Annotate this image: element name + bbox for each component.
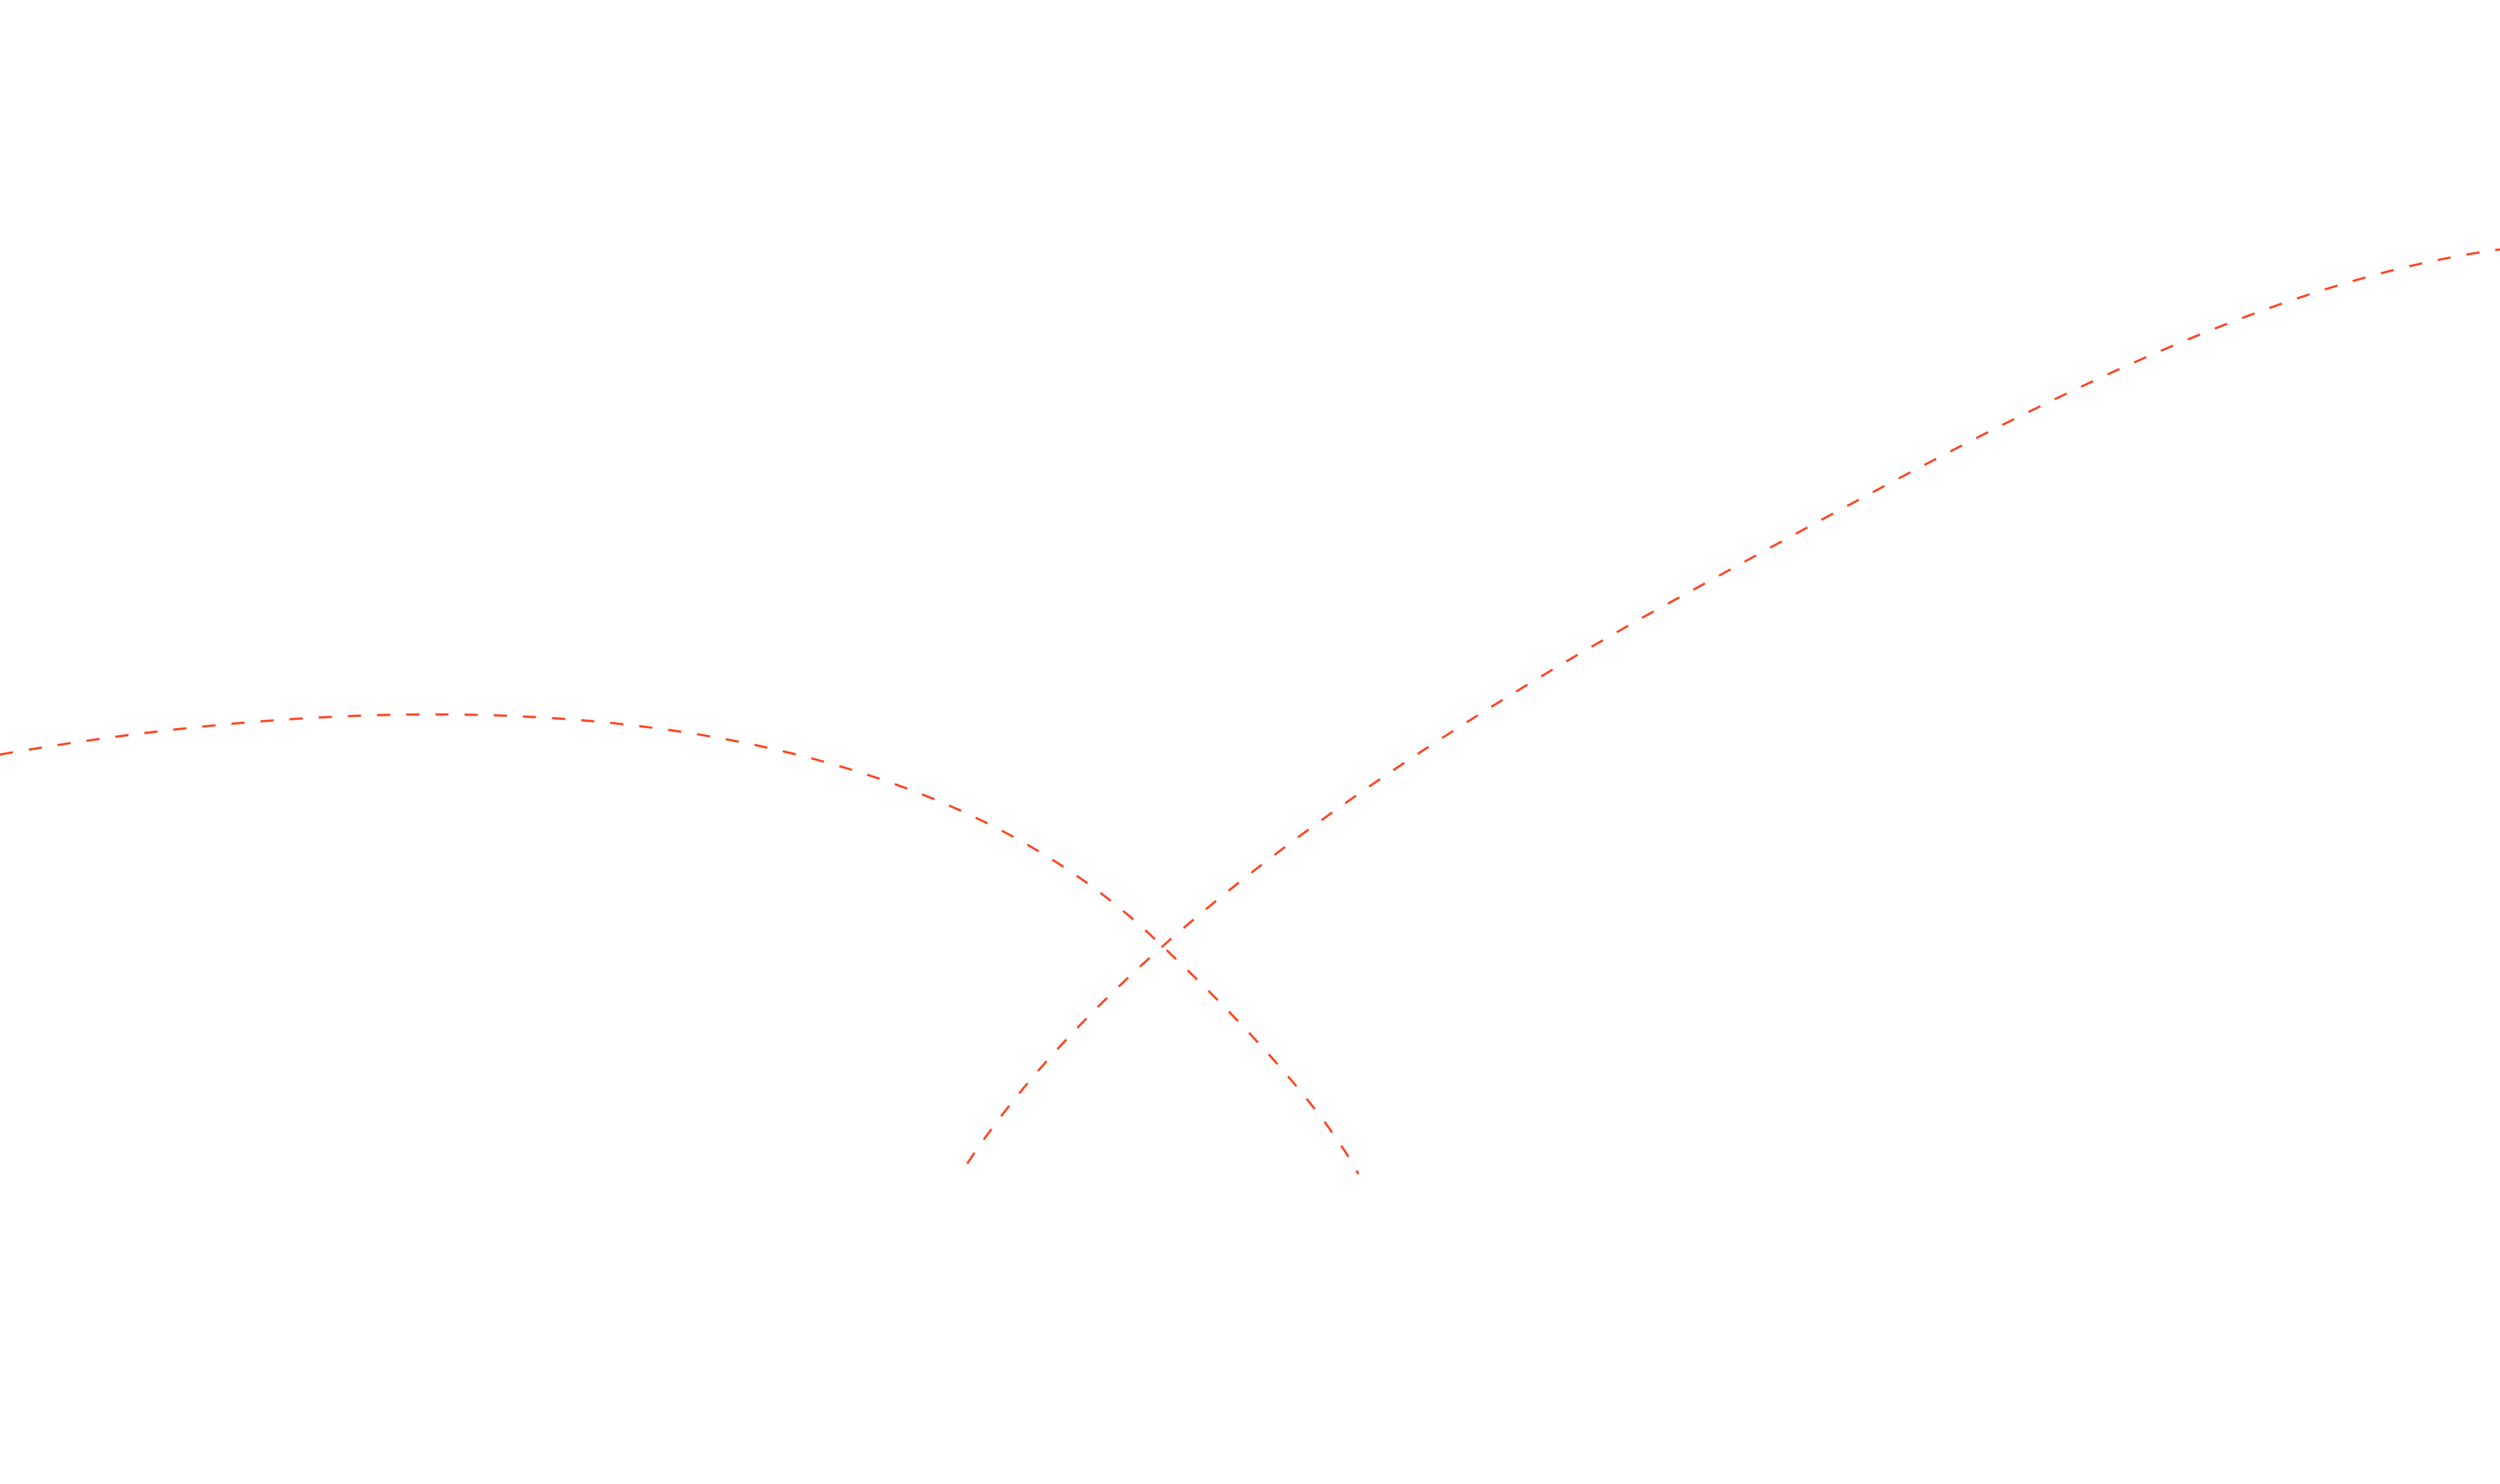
left-descending-dashed-arc [0, 713, 1360, 1175]
right-ascending-dashed-arc [966, 248, 2500, 1164]
